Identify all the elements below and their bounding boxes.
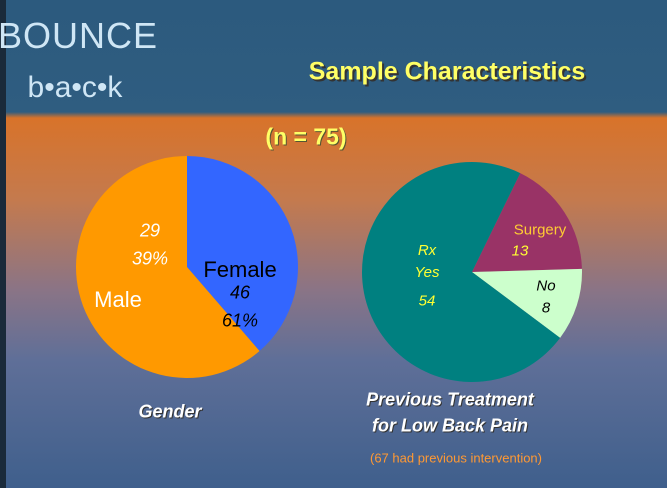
slice-percent: 61%: [221, 310, 259, 331]
slice-value: 8: [541, 299, 551, 317]
slice-label: Rx Yes: [414, 242, 440, 281]
chart-title: for Low Back Pain: [371, 415, 529, 436]
logo-line2: b•a•c•k: [27, 71, 123, 104]
note: (67 had previous intervention): [370, 450, 542, 466]
pie-slice: [472, 268, 582, 338]
logo-line1: BOUNCE: [0, 15, 159, 56]
slice-value: 29: [139, 220, 161, 241]
pie-slice: [472, 173, 582, 272]
slide-title: Sample Characteristics: [308, 57, 586, 86]
slice-percent: 39%: [131, 248, 169, 269]
slice-label: Surgery: [513, 221, 567, 239]
chart-title: Previous Treatment: [366, 389, 534, 410]
subtitle: (n = 75): [265, 123, 347, 150]
slice-value: 54: [418, 292, 436, 310]
slice-label: No: [536, 277, 556, 295]
pie-slice: [362, 162, 561, 382]
pie-slice: [187, 156, 299, 352]
slice-label: Male: [94, 287, 142, 312]
pie-slice: [76, 156, 260, 378]
chart-title: Gender: [138, 401, 202, 422]
slice-label: Female: [203, 257, 277, 282]
slice-value: 46: [229, 282, 251, 303]
slice-value: 13: [511, 242, 529, 260]
